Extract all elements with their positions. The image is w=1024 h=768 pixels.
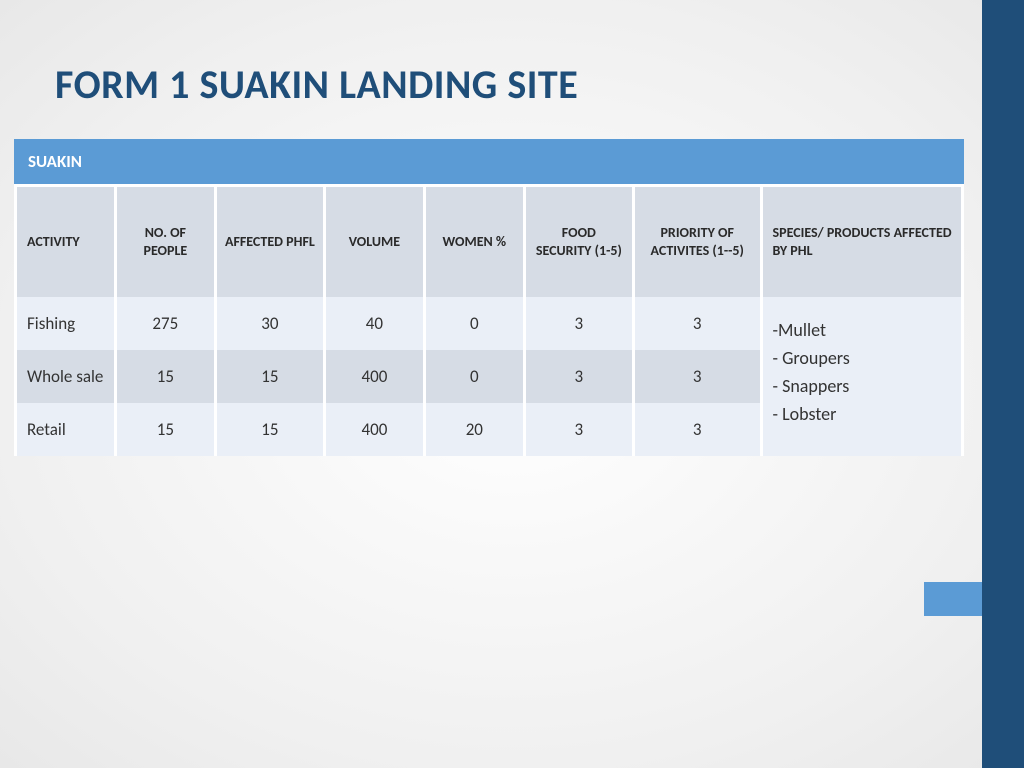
col-volume: VOLUME [326, 187, 423, 297]
cell-people: 275 [117, 297, 214, 350]
slide-content: FORM 1 SUAKIN LANDING SITE SUAKIN ACTIVI… [0, 0, 982, 456]
cell-activity: Retail [17, 403, 114, 456]
cell-women: 0 [426, 297, 523, 350]
cell-people: 15 [117, 403, 214, 456]
col-species: SPECIES/ PRODUCTS AFFECTED BY PHL [763, 187, 962, 297]
cell-food: 3 [526, 297, 632, 350]
col-priority: PRIORITY OF ACTIVITES (1--5) [635, 187, 760, 297]
cell-activity: Fishing [17, 297, 114, 350]
data-table: ACTIVITY NO. OF PEOPLE AFFECTED PHFL VOL… [14, 187, 964, 456]
cell-priority: 3 [635, 297, 760, 350]
cell-volume: 40 [326, 297, 423, 350]
table-banner: SUAKIN [14, 139, 964, 187]
header-row: ACTIVITY NO. OF PEOPLE AFFECTED PHFL VOL… [17, 187, 961, 297]
cell-food: 3 [526, 350, 632, 403]
cell-species: -Mullet- Groupers- Snappers- Lobster [763, 297, 962, 456]
side-accent [924, 582, 982, 616]
page-title: FORM 1 SUAKIN LANDING SITE [0, 60, 982, 109]
side-bar [982, 0, 1024, 768]
cell-women: 0 [426, 350, 523, 403]
cell-food: 3 [526, 403, 632, 456]
col-food: FOOD SECURITY (1-5) [526, 187, 632, 297]
cell-women: 20 [426, 403, 523, 456]
cell-priority: 3 [635, 350, 760, 403]
cell-phfl: 30 [217, 297, 323, 350]
col-phfl: AFFECTED PHFL [217, 187, 323, 297]
table-container: SUAKIN ACTIVITY NO. OF PEOPLE AFFECTED P… [14, 139, 964, 456]
table-row: Fishing 275 30 40 0 3 3 -Mullet- Grouper… [17, 297, 961, 350]
cell-phfl: 15 [217, 403, 323, 456]
cell-people: 15 [117, 350, 214, 403]
cell-volume: 400 [326, 350, 423, 403]
col-women: WOMEN % [426, 187, 523, 297]
cell-phfl: 15 [217, 350, 323, 403]
col-people: NO. OF PEOPLE [117, 187, 214, 297]
col-activity: ACTIVITY [17, 187, 114, 297]
cell-activity: Whole sale [17, 350, 114, 403]
cell-priority: 3 [635, 403, 760, 456]
cell-volume: 400 [326, 403, 423, 456]
table-body: Fishing 275 30 40 0 3 3 -Mullet- Grouper… [17, 297, 961, 456]
